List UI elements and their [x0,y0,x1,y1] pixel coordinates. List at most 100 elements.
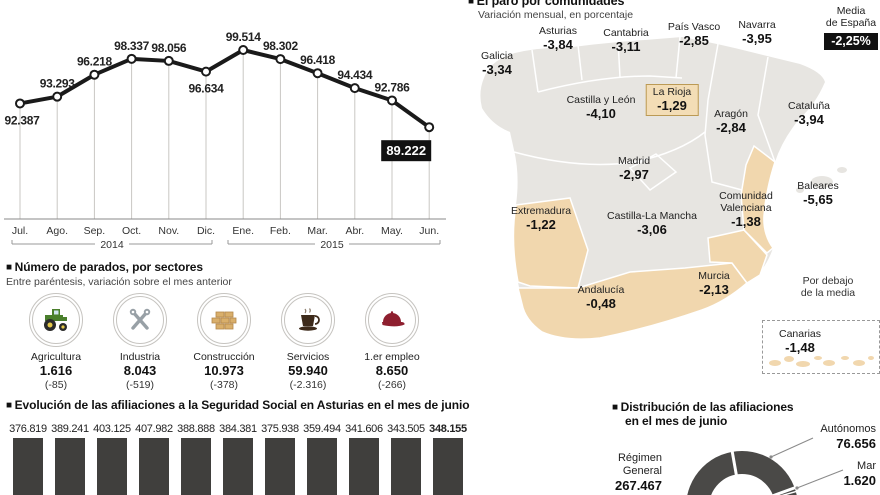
map-legend: Por debajo de la media [800,275,856,299]
donut-title-line1: Distribución de las afiliaciones [612,400,794,414]
sector-label: 1.er empleo [364,351,420,363]
data-point [349,83,360,94]
bar-value-label: 388.888 [177,423,215,435]
month-tick-label: Sep. [84,225,106,237]
coffee-cup-icon [281,293,335,347]
region-name: Comunidad Valenciana [719,190,773,214]
month-tick-label: May. [381,225,403,237]
sector-delta: (-519) [125,379,154,391]
sector-item-agricultura: Agricultura 1.616 (-85) [14,292,98,392]
bricks-icon [197,293,251,347]
data-label: 98.302 [263,39,299,53]
region-label-navarra: Navarra -3,95 [738,19,775,46]
sector-label: Construcción [193,351,255,363]
region-name: Cantabria [603,27,649,39]
region-borders [513,36,776,191]
region-label-extremadura: Extremadura -1,22 [511,205,571,232]
month-tick-label: Nov. [158,225,179,237]
bar [223,438,253,495]
trend-line [18,48,432,130]
region-label-catalu-a: Cataluña -3,94 [788,100,830,127]
bar-value-label: 343.505 [387,423,425,435]
cap-icon [365,293,419,347]
bar [433,438,463,495]
sectors-row: Agricultura 1.616 (-85) Industria 8.043 (-519… [14,292,434,392]
data-point [387,95,397,106]
data-label: 98.056 [151,41,187,55]
month-tick-label: Mar. [307,225,327,237]
sector-value: 1.616 [39,363,73,378]
sector-value: 8.650 [375,363,409,378]
region-label-castilla-la-mancha: Castilla-La Mancha -3,06 [607,210,697,237]
region-name: La Rioja [652,86,692,98]
bar [13,438,43,495]
sector-value: 8.043 [123,363,157,378]
region-label-canarias: Canarias -1,48 [779,328,821,355]
donut-label-mar: Mar 1.620 [843,460,876,488]
bar [139,438,169,495]
media-espana-value: -2,25% [824,33,878,50]
data-point [424,122,435,133]
canarias-box [762,320,880,374]
sector-delta: (-2.316) [289,379,327,391]
data-point [15,98,25,109]
sector-delta: (-266) [377,379,406,391]
month-tick-label: Oct. [122,225,141,237]
affiliations-title: Evolución de las afiliaciones a la Segur… [6,398,478,412]
bar-value-label: 389.241 [51,423,89,435]
region-value: -3,84 [543,37,573,52]
month-tick-label: Jul. [12,225,28,237]
region-value: -4,10 [586,106,616,121]
leader-line-mar [796,469,844,489]
media-espana-label: Media de España [825,5,877,29]
bar-value-label: 407.982 [135,423,173,435]
data-label: 89.222 [386,143,426,158]
month-tick-label: Dic. [197,225,215,237]
data-label: 99.514 [226,30,262,44]
data-point [89,69,100,80]
sector-label: Agricultura [30,351,82,363]
region-value: -3,94 [794,112,824,127]
tractor-icon [29,293,83,347]
data-point [275,54,286,65]
affiliations-bar-chart: 376.819 389.241 403.125 407.982 388.888 384.3… [9,423,467,495]
region-value: -1,22 [526,217,556,232]
sector-value: 10.973 [204,363,244,378]
region-label-asturias: Asturias -3,84 [539,25,577,52]
bar [307,438,337,495]
sector-label: Servicios [286,351,330,363]
region-value: -5,65 [803,192,833,207]
bar-value-label: 348.155 [429,423,467,435]
region-value: -3,95 [742,31,772,46]
bar-value-label: 384.381 [219,423,257,435]
baleares-islands [796,167,847,193]
region-label-baleares: Baleares -5,65 [797,180,838,207]
spain-map [480,36,847,340]
data-label: 96.418 [300,53,336,67]
bar [97,438,127,495]
region-label-arag-n: Aragón -2,84 [714,108,748,135]
bar-value-label: 341.606 [345,423,383,435]
region-label-la-rioja: La Rioja -1,29 [645,84,699,116]
sector-item-construcci-n: Construcción 10.973 (-378) [182,292,266,392]
map-title: El paro por comunidades [468,0,625,8]
region-label-galicia: Galicia -3,34 [481,50,513,77]
region-label-andaluc-a: Andalucía -0,48 [578,284,625,311]
region-name: Extremadura [510,205,572,217]
region-label-pa-s-vasco: País Vasco -2,85 [668,21,720,48]
region-name: Madrid [617,155,651,167]
region-label-comunidad-valenciana: Comunidad Valenciana -1,38 [705,190,787,229]
bar [55,438,85,495]
sectors-title: Número de parados, por sectores [6,260,203,274]
leader-line-autonomos [770,437,814,458]
bar-value-label: 375.938 [261,423,299,435]
year-label: 2015 [320,239,344,251]
region-value: -1,29 [657,98,687,113]
region-name: Murcia [698,270,730,282]
region-label-castilla-y-le-n: Castilla y León -4,10 [567,94,636,121]
data-label: 96.634 [189,82,225,96]
segment-divider [730,450,739,477]
data-label: 92.786 [375,80,411,94]
